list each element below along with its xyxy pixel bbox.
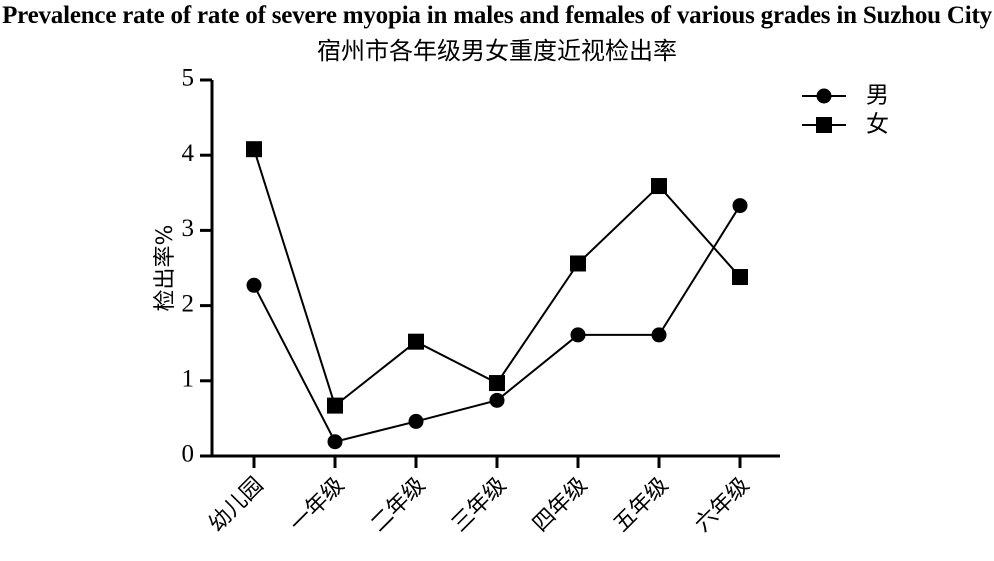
data-point-male (651, 327, 667, 343)
series-markers (246, 141, 748, 450)
data-point-male (570, 327, 586, 343)
x-tick-label: 二年级 (366, 473, 430, 537)
y-axis-ticks: 0 1 2 3 4 5 (182, 65, 212, 468)
data-point-female (732, 269, 748, 286)
x-tick-label: 一年级 (285, 473, 349, 537)
data-point-male (489, 392, 505, 408)
legend: 男女 (802, 83, 889, 138)
legend-marker-square (816, 117, 832, 133)
x-tick-label: 三年级 (447, 473, 511, 537)
legend-label: 女 (866, 112, 889, 138)
legend-marker-circle (816, 88, 832, 104)
data-point-female (570, 255, 586, 272)
axes (210, 80, 780, 458)
data-point-female (489, 375, 505, 392)
chart-subtitle: 宿州市各年级男女重度近视检出率 (317, 37, 677, 65)
y-tick-label: 4 (182, 140, 195, 167)
series-line-female (253, 148, 741, 408)
data-point-female (651, 178, 667, 195)
legend-label: 男 (866, 83, 889, 109)
y-tick-label: 1 (182, 366, 195, 393)
y-tick-label: 5 (182, 65, 195, 92)
x-tick-label: 幼儿园 (204, 473, 268, 537)
data-point-female (408, 333, 424, 350)
data-point-male (246, 277, 262, 293)
y-tick-label: 2 (182, 290, 195, 317)
x-tick-label: 六年级 (690, 473, 754, 537)
data-point-male (732, 198, 748, 214)
y-tick-label: 3 (182, 215, 195, 242)
y-tick-label: 0 (182, 441, 195, 468)
y-axis-label: 检出率% (153, 225, 178, 312)
x-axis-ticks: 幼儿园 一年级 二年级 三年级 四年级 五年级 六年级 (204, 456, 754, 537)
data-point-female (246, 141, 262, 158)
data-point-male (327, 434, 343, 450)
x-tick-label: 四年级 (528, 473, 592, 537)
x-tick-label: 五年级 (609, 473, 673, 537)
data-point-female (327, 397, 343, 414)
data-point-male (408, 413, 424, 429)
chart-title: Prevalence rate of rate of severe myopia… (2, 2, 992, 29)
